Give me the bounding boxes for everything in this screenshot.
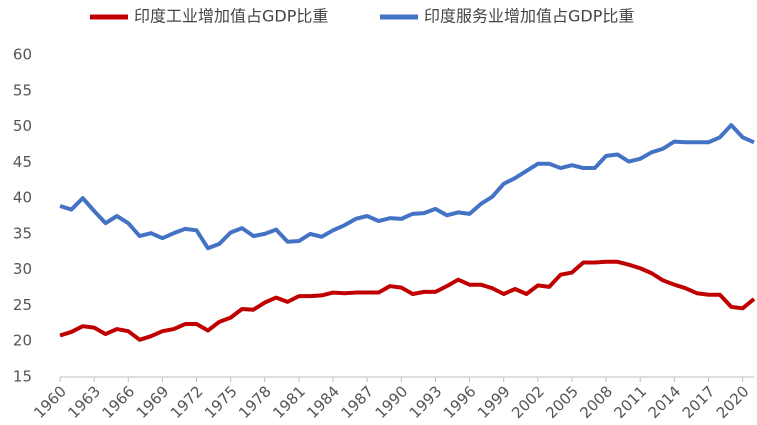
x-tick-label: 1984 [303, 382, 343, 422]
x-tick-label: 1966 [99, 382, 139, 422]
x-tick-label: 1975 [201, 382, 241, 422]
y-tick-label: 55 [13, 81, 32, 99]
y-tick-label: 15 [13, 368, 32, 386]
x-tick-label: 2005 [542, 382, 582, 422]
y-tick-label: 40 [13, 189, 32, 207]
x-tick-label: 1981 [269, 382, 309, 422]
x-tick-label: 2008 [576, 382, 616, 422]
x-tick-label: 2002 [508, 382, 548, 422]
y-tick-label: 20 [13, 332, 32, 350]
x-tick-label: 1978 [235, 382, 275, 422]
series-line [59, 123, 755, 251]
x-tick-label: 1960 [30, 382, 70, 422]
legend-label: 印度服务业增加值占GDP比重 [424, 7, 634, 26]
x-tick-label: 1999 [474, 382, 514, 422]
x-tick-label: 2017 [679, 382, 719, 422]
x-tick-label: 1963 [64, 382, 104, 422]
x-tick-label: 2011 [611, 382, 651, 422]
x-tick-label: 2014 [645, 382, 685, 422]
y-tick-label: 45 [13, 153, 32, 171]
x-tick-label: 1969 [133, 382, 173, 422]
x-tick-label: 1987 [337, 382, 377, 422]
legend-label: 印度工业增加值占GDP比重 [134, 7, 328, 26]
x-tick-label: 2020 [713, 382, 753, 422]
y-tick-label: 35 [13, 224, 32, 242]
y-tick-label: 50 [13, 117, 32, 135]
x-tick-label: 1972 [167, 382, 207, 422]
x-tick-label: 1993 [406, 382, 446, 422]
series-line [59, 259, 756, 342]
y-tick-label: 30 [13, 260, 32, 278]
y-tick-label: 60 [13, 46, 32, 64]
x-tick-label: 1990 [372, 382, 412, 422]
y-tick-label: 25 [13, 296, 32, 314]
x-tick-label: 1996 [440, 382, 480, 422]
